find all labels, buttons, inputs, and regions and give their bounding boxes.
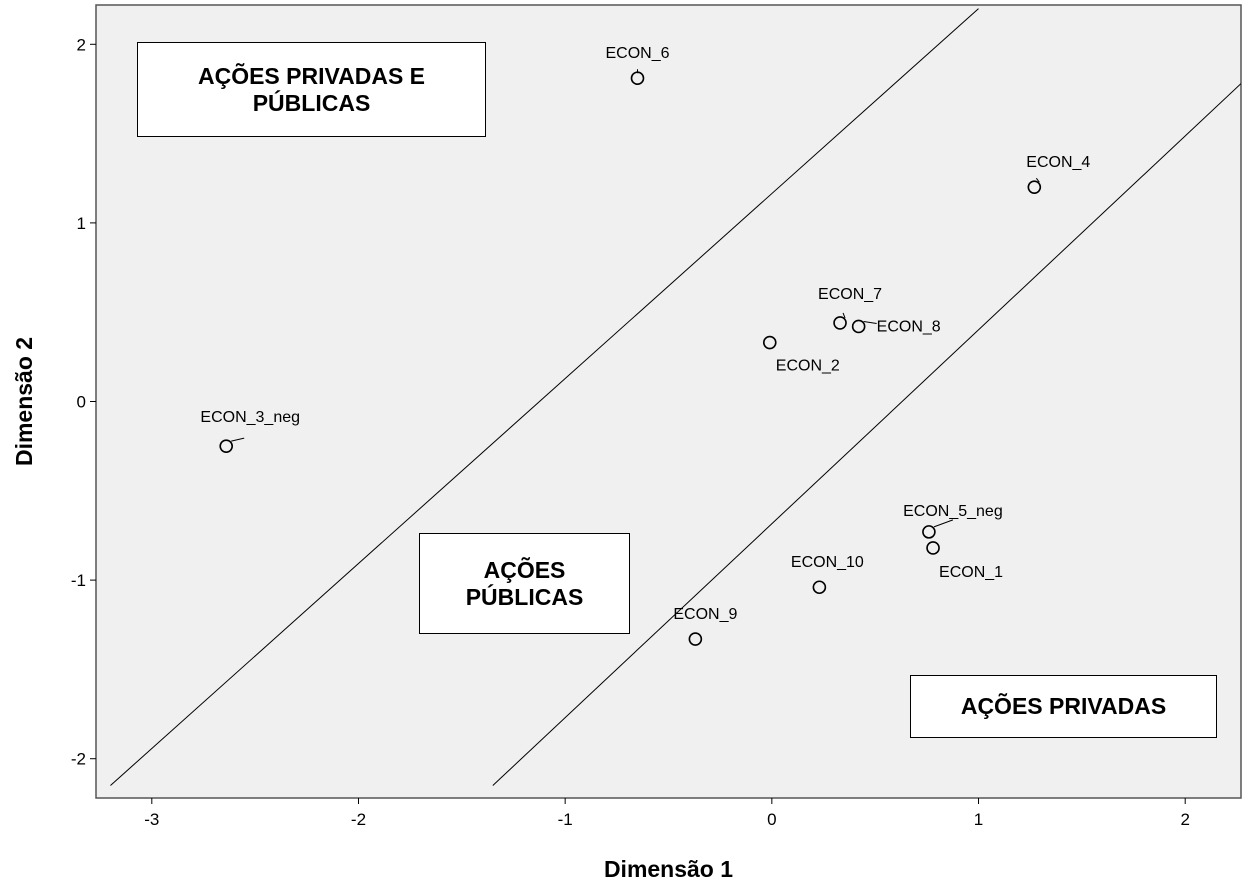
data-point — [762, 335, 777, 350]
annotation-box-public: AÇÕES PÚBLICAS — [419, 533, 630, 634]
data-point — [1027, 180, 1042, 194]
point-leader-line — [1035, 177, 1040, 183]
annotation-line: AÇÕES PRIVADAS E — [197, 63, 426, 90]
y-tick-label: 1 — [77, 214, 86, 233]
x-tick-label: 2 — [1180, 810, 1189, 829]
x-tick-label: 1 — [974, 810, 983, 829]
point-label: ECON_9 — [673, 606, 737, 623]
annotation-box-private: AÇÕES PRIVADAS — [910, 675, 1217, 738]
plot-area — [95, 4, 1242, 799]
x-tick-label: 0 — [767, 810, 776, 829]
reference-line — [110, 8, 979, 786]
annotation-box-public-private: AÇÕES PRIVADAS E PÚBLICAS — [137, 42, 486, 137]
annotation-line: AÇÕES — [483, 557, 566, 584]
data-point — [630, 71, 645, 86]
point-leader-line — [231, 437, 245, 442]
data-point — [851, 319, 866, 334]
annotation-line: AÇÕES PRIVADAS — [960, 693, 1167, 720]
data-point — [688, 632, 703, 646]
point-label: ECON_2 — [776, 358, 840, 375]
point-label: ECON_5_neg — [903, 503, 1003, 520]
annotation-line: PÚBLICAS — [252, 89, 371, 116]
data-point — [219, 439, 234, 453]
point-label: ECON_7 — [818, 286, 882, 303]
point-leader-line — [933, 519, 954, 528]
reference-line — [492, 83, 1241, 786]
y-tick-label: -2 — [71, 750, 86, 769]
point-label: ECON_4 — [1026, 154, 1090, 171]
annotation-line: PÚBLICAS — [465, 583, 584, 610]
x-tick-label: -3 — [144, 810, 159, 829]
y-tick-label: -1 — [71, 571, 86, 590]
y-axis-title: Dimensão 2 — [11, 337, 37, 466]
point-leader-line — [842, 312, 846, 319]
x-tick-label: -2 — [351, 810, 366, 829]
point-leader-line — [863, 320, 877, 324]
data-point — [926, 541, 940, 555]
y-tick-label: 2 — [77, 35, 86, 54]
data-point — [812, 580, 827, 595]
data-point — [833, 316, 847, 330]
point-label: ECON_6 — [605, 45, 669, 62]
data-point — [922, 525, 936, 539]
point-label: ECON_1 — [939, 564, 1003, 581]
point-label: ECON_8 — [877, 318, 941, 335]
x-axis-title: Dimensão 1 — [604, 856, 733, 882]
y-tick-label: 0 — [77, 393, 86, 412]
point-label: ECON_10 — [791, 554, 864, 571]
point-label: ECON_3_neg — [200, 409, 300, 426]
x-tick-label: -1 — [558, 810, 573, 829]
